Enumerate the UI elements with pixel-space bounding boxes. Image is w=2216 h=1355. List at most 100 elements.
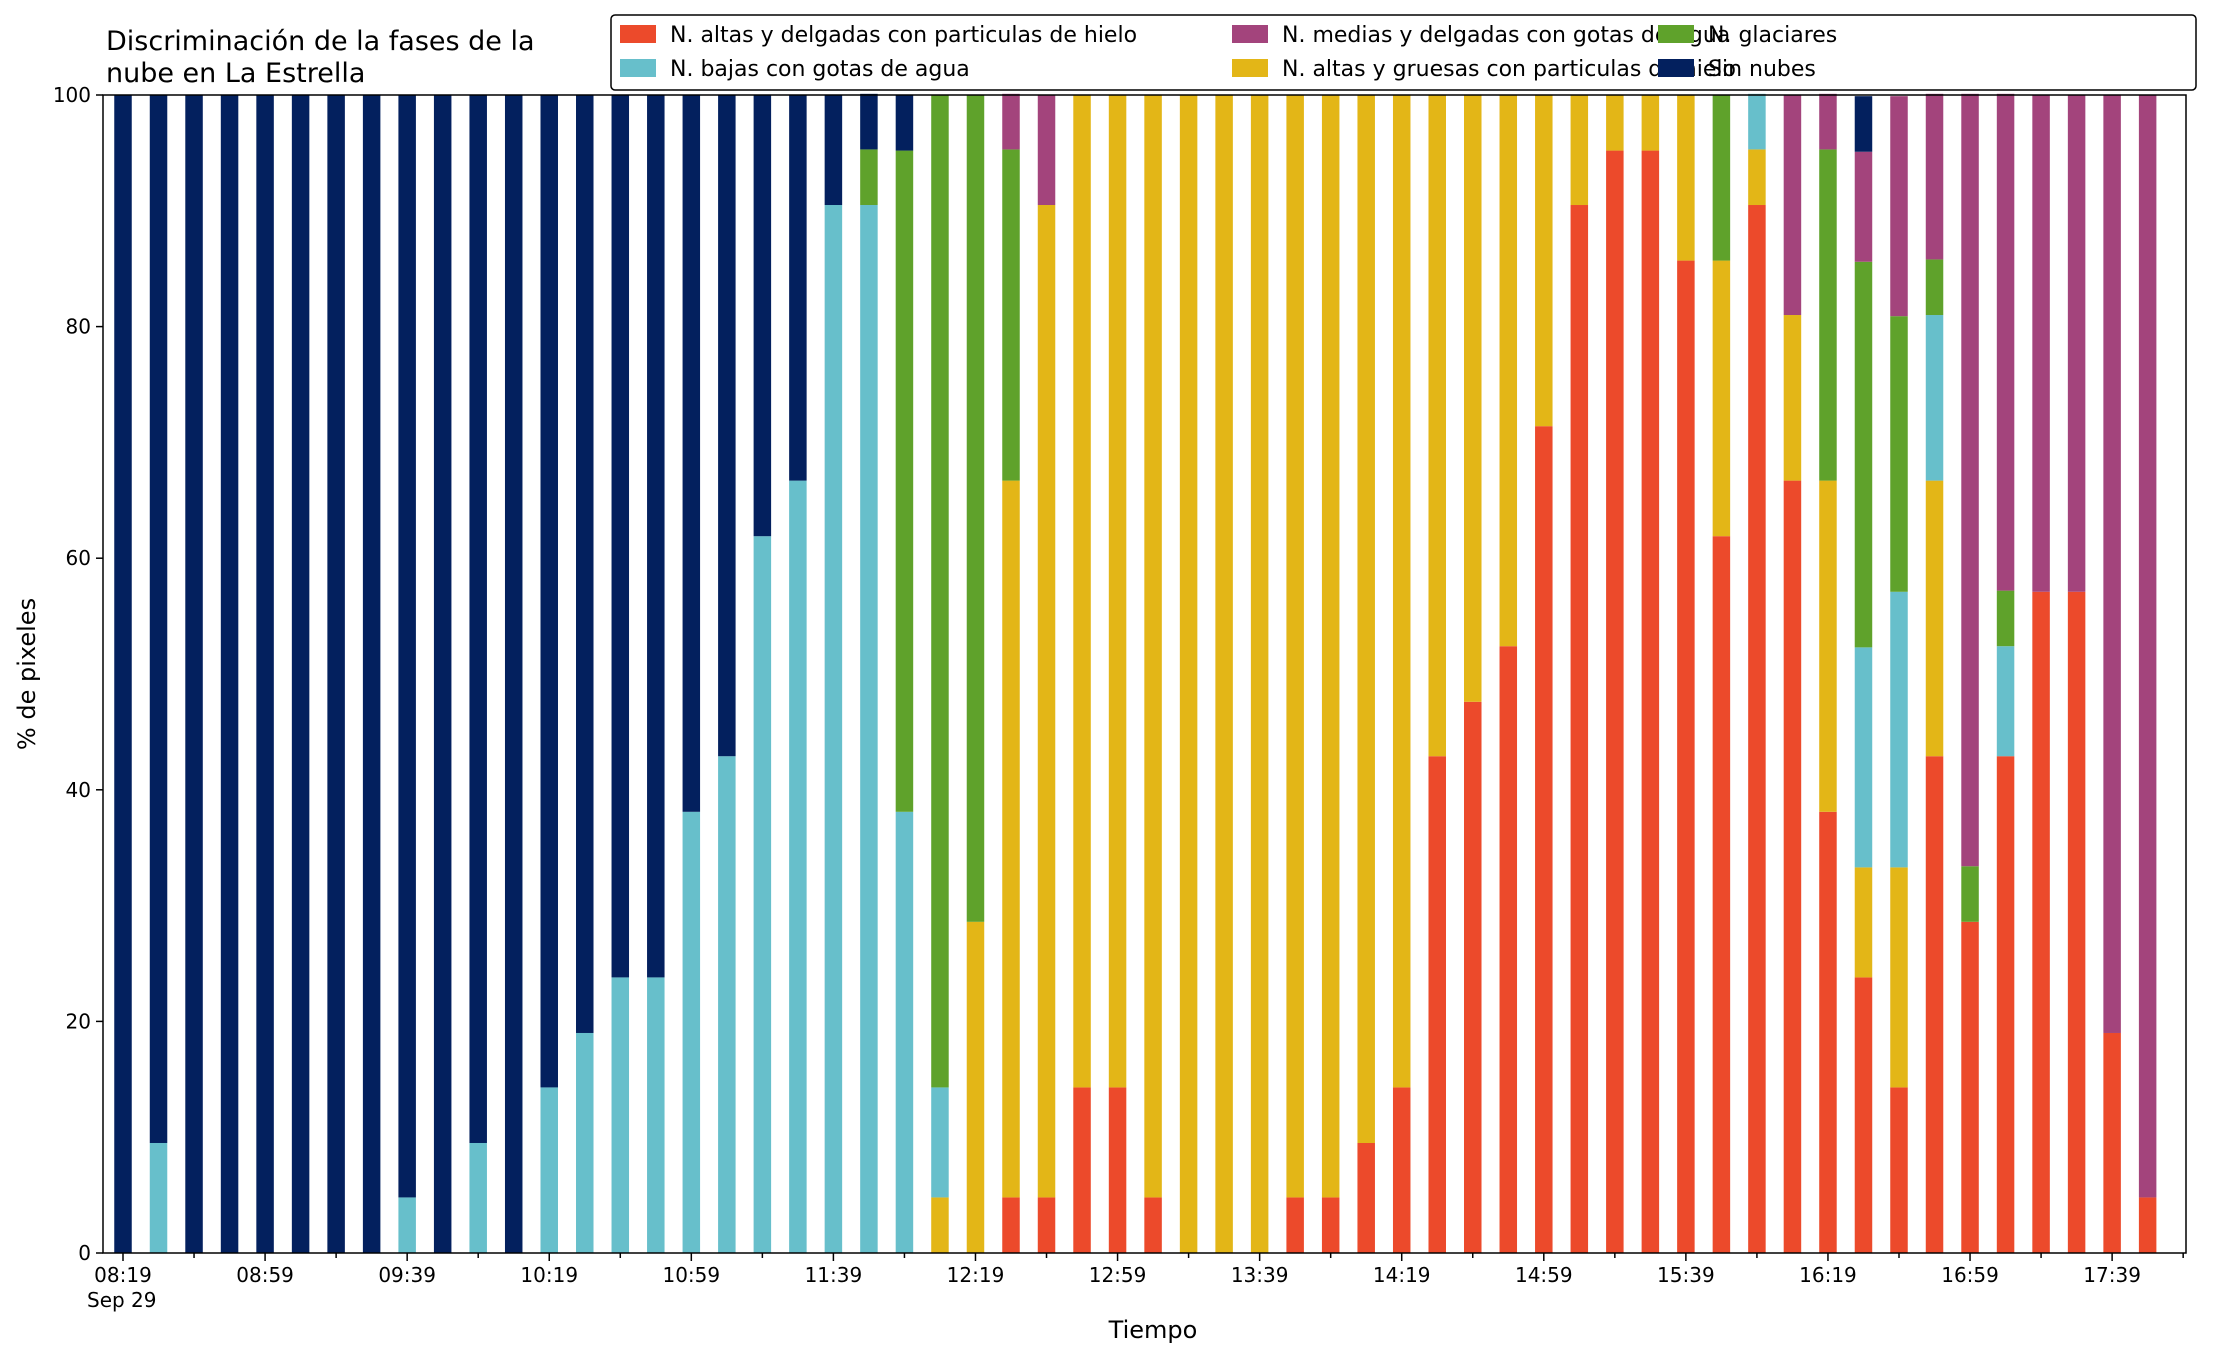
y-tick-label: 40 <box>66 778 91 802</box>
x-tick-label: 09:39 <box>378 1263 436 1287</box>
legend-label-5: Sin nubes <box>1708 57 1816 82</box>
bar-segment-40-s1 <box>1535 95 1553 427</box>
bar-segment-56-s4 <box>2103 95 2121 1033</box>
bar-segment-49-s2 <box>1854 647 1873 868</box>
x-tick-label: 11:39 <box>805 1263 863 1287</box>
bar-segment-1-s5 <box>149 95 168 1143</box>
plot-frame <box>102 94 2187 1254</box>
bar-segment-24-s1 <box>966 921 985 1253</box>
bar-segment-46-s2 <box>1748 93 1766 150</box>
bar-segment-52-s4 <box>1961 93 1979 867</box>
bar-segment-49-s3 <box>1854 261 1873 648</box>
bar-segment-53-s2 <box>1996 646 2015 757</box>
y-axis-ticks: 0 20 40 60 80 100 <box>53 83 103 1265</box>
bar-segment-38-s1 <box>1464 95 1482 702</box>
bar-segment-33-s1 <box>1286 95 1304 1198</box>
bar-segment-10-s2 <box>469 1142 487 1253</box>
bar-segment-30-s1 <box>1179 95 1198 1253</box>
bar-segment-43-s1 <box>1641 95 1660 151</box>
x-tick-label: 08:19 <box>94 1263 152 1287</box>
bar-segment-48-s1 <box>1819 480 1837 812</box>
bar-segment-51-s4 <box>1925 93 1944 260</box>
bar-segment-7-s5 <box>362 95 381 1253</box>
x-tick-label: 13:39 <box>1231 1263 1289 1287</box>
legend-swatch-5 <box>1658 59 1694 77</box>
bar-segment-51-s3 <box>1925 259 1944 316</box>
legend-label-4: N. medias y delgadas con gotas de agua <box>1282 23 1730 48</box>
bar-segment-50-s2 <box>1890 591 1908 868</box>
bar-segment-14-s5 <box>611 95 630 978</box>
bar-segment-18-s2 <box>753 536 772 1253</box>
bar-segment-37-s0 <box>1428 756 1446 1253</box>
x-tick-label: 15:39 <box>1657 1263 1715 1287</box>
bar-segment-55-s4 <box>2067 95 2086 592</box>
bar-segment-27-s1 <box>1073 95 1091 1088</box>
bar-segment-21-s3 <box>860 149 878 206</box>
bar-segment-15-s2 <box>647 977 665 1253</box>
bar-segment-19-s2 <box>789 480 807 1253</box>
bar-segment-36-s1 <box>1392 95 1411 1088</box>
bar-segment-18-s5 <box>753 95 772 537</box>
bar-segment-40-s0 <box>1535 426 1553 1253</box>
bar-segment-45-s1 <box>1712 260 1731 537</box>
bar-segment-57-s4 <box>2138 95 2157 1198</box>
bar-segment-51-s0 <box>1925 756 1944 1253</box>
bar-segment-25-s3 <box>1002 149 1020 481</box>
bar-segment-42-s0 <box>1606 150 1624 1254</box>
bar-segment-42-s1 <box>1606 95 1624 151</box>
bar-segment-26-s4 <box>1037 95 1056 206</box>
bar-segment-29-s1 <box>1144 95 1162 1198</box>
bar-segment-49-s4 <box>1854 151 1873 262</box>
bar-segment-44-s0 <box>1677 260 1695 1254</box>
bar-segment-9-s5 <box>433 95 452 1253</box>
bar-segment-10-s5 <box>469 95 487 1143</box>
bar-segment-55-s0 <box>2067 591 2086 1253</box>
bar-segment-51-s1 <box>1925 480 1944 757</box>
bar-segment-43-s0 <box>1641 150 1660 1254</box>
x-tick-label: 14:19 <box>1373 1263 1431 1287</box>
x-tick-label: 10:19 <box>520 1263 578 1287</box>
bar-segment-26-s1 <box>1037 205 1056 1198</box>
bar-segment-31-s1 <box>1215 95 1233 1253</box>
bar-segment-46-s0 <box>1748 205 1766 1253</box>
chart-title-line-1: Discriminación de la fases de la <box>106 26 535 57</box>
bar-segment-22-s3 <box>895 150 914 812</box>
bar-segment-17-s2 <box>718 756 736 1253</box>
y-tick-label: 0 <box>78 1241 91 1265</box>
bar-segment-53-s4 <box>1996 93 2015 591</box>
bar-segment-48-s3 <box>1819 149 1837 481</box>
bar-segment-12-s2 <box>540 1087 558 1253</box>
bar-segment-46-s1 <box>1748 149 1766 206</box>
bar-segment-24-s3 <box>966 95 985 922</box>
bar-segment-50-s4 <box>1890 96 1908 317</box>
x-tick-label: 12:59 <box>1089 1263 1147 1287</box>
bar-segment-37-s1 <box>1428 95 1446 757</box>
bar-segment-26-s0 <box>1037 1197 1056 1253</box>
bar-segment-12-s5 <box>540 95 558 1088</box>
bar-segment-20-s2 <box>824 205 843 1253</box>
x-date-label: Sep 29 <box>87 1288 157 1312</box>
x-axis-ticks: 08:19 08:59 09:39 10:19 10:59 11:39 12:19 12:59… <box>94 1253 2184 1287</box>
bar-segment-50-s1 <box>1890 867 1908 1088</box>
bar-segment-0-s5 <box>114 95 132 1253</box>
bar-segment-22-s5 <box>895 95 914 151</box>
bar-segment-23-s2 <box>931 1087 949 1198</box>
bar-segment-20-s5 <box>824 95 843 206</box>
bar-segment-35-s1 <box>1357 95 1375 1143</box>
bar-segment-54-s4 <box>2032 95 2050 592</box>
bar-segment-33-s0 <box>1286 1197 1304 1253</box>
bar-segment-11-s5 <box>504 95 523 1253</box>
bar-segment-4-s5 <box>256 95 274 1253</box>
bar-segment-16-s5 <box>682 95 701 812</box>
bar-segment-50-s0 <box>1890 1087 1908 1253</box>
x-axis-label: Tiempo <box>1108 1316 1198 1344</box>
bar-segment-49-s5 <box>1854 96 1873 152</box>
bars-group <box>114 93 2157 1254</box>
bar-segment-49-s0 <box>1854 977 1873 1253</box>
bar-segment-21-s2 <box>860 205 878 1253</box>
bar-segment-39-s1 <box>1499 95 1518 647</box>
x-tick-label: 16:19 <box>1799 1263 1857 1287</box>
bar-segment-15-s5 <box>647 95 665 978</box>
bar-segment-39-s0 <box>1499 646 1518 1253</box>
